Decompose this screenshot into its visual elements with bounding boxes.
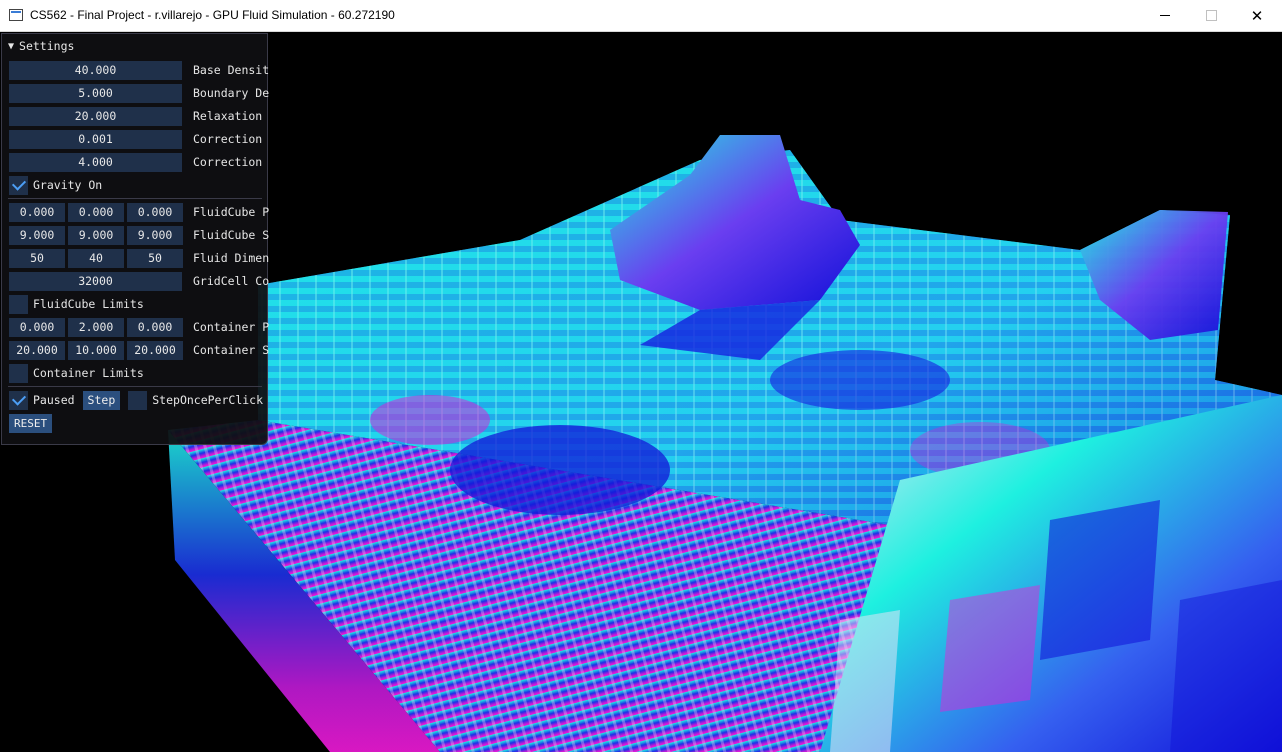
container-size-label: Container S [193, 343, 270, 357]
correction-2-input[interactable]: 4.000 [9, 152, 182, 172]
container-pos-x-input[interactable]: 0.000 [9, 317, 65, 337]
fluid-render [168, 135, 1282, 752]
fluidcube-size-row: 9.000 9.000 9.000 FluidCube S [9, 225, 269, 245]
correction-1-label: Correction [193, 132, 263, 146]
correction-1-row: 0.001 Correction [9, 129, 262, 149]
settings-panel[interactable]: ▼ Settings 40.000 Base Densit 5.000 Boun… [1, 33, 269, 445]
container-pos-z-input[interactable]: 0.000 [127, 317, 183, 337]
settings-header[interactable]: ▼ Settings [8, 37, 74, 55]
container-size-z-input[interactable]: 20.000 [127, 340, 183, 360]
maximize-icon [1205, 10, 1217, 21]
step-once-checkbox[interactable] [128, 390, 148, 410]
fluidcube-size-x-input[interactable]: 9.000 [9, 225, 65, 245]
correction-2-row: 4.000 Correction [9, 152, 262, 172]
simulation-viewport[interactable] [0, 32, 1282, 752]
step-once-label: StepOncePerClick [152, 393, 264, 407]
reset-row: RESET [9, 413, 53, 433]
paused-checkbox[interactable] [9, 390, 28, 410]
fluidcube-size-z-input[interactable]: 9.000 [127, 225, 183, 245]
gridcell-row: 32000 GridCell Co [9, 271, 269, 291]
step-button[interactable]: Step [82, 390, 121, 410]
relaxation-row: 20.000 Relaxation [9, 106, 262, 126]
paused-label: Paused [33, 393, 75, 407]
gravity-checkbox[interactable] [9, 175, 28, 195]
boundary-density-row: 5.000 Boundary De [9, 83, 269, 103]
window-title: CS562 - Final Project - r.villarejo - GP… [30, 8, 395, 22]
fluidcube-limits-row: FluidCube Limits [9, 294, 144, 314]
fluid-dim-label: Fluid Dimen [193, 251, 270, 265]
gravity-row: Gravity On [9, 175, 102, 195]
boundary-density-label: Boundary De [193, 86, 270, 100]
container-pos-y-input[interactable]: 2.000 [68, 317, 124, 337]
fluid-dim-y-input[interactable]: 40 [68, 248, 124, 268]
minimize-icon [1160, 15, 1170, 16]
correction-1-input[interactable]: 0.001 [9, 129, 182, 149]
fluidcube-size-y-input[interactable]: 9.000 [68, 225, 124, 245]
minimize-button[interactable] [1142, 0, 1188, 31]
container-size-x-input[interactable]: 20.000 [9, 340, 65, 360]
relaxation-input[interactable]: 20.000 [9, 106, 182, 126]
fluid-dim-x-input[interactable]: 50 [9, 248, 65, 268]
separator [8, 386, 262, 387]
check-icon [11, 391, 26, 406]
boundary-density-input[interactable]: 5.000 [9, 83, 182, 103]
playback-row: Paused Step StepOncePerClick [9, 390, 263, 410]
fluidcube-limits-label: FluidCube Limits [33, 297, 144, 311]
settings-title: Settings [19, 39, 75, 53]
container-limits-row: Container Limits [9, 363, 144, 383]
fluidcube-size-label: FluidCube S [193, 228, 270, 242]
correction-2-label: Correction [193, 155, 263, 169]
container-size-y-input[interactable]: 10.000 [68, 340, 124, 360]
container-limits-checkbox[interactable] [9, 363, 28, 383]
container-size-row: 20.000 10.000 20.000 Container S [9, 340, 269, 360]
fluidcube-pos-label: FluidCube P [193, 205, 270, 219]
gridcell-label: GridCell Co [193, 274, 270, 288]
base-density-row: 40.000 Base Densit [9, 60, 269, 80]
fluidcube-pos-row: 0.000 0.000 0.000 FluidCube P [9, 202, 269, 222]
collapse-arrow-icon[interactable]: ▼ [8, 40, 15, 52]
fluid-dim-z-input[interactable]: 50 [127, 248, 183, 268]
close-icon: ✕ [1250, 7, 1264, 25]
check-icon [11, 176, 26, 191]
close-button[interactable]: ✕ [1234, 0, 1280, 31]
reset-button[interactable]: RESET [9, 413, 53, 433]
container-limits-label: Container Limits [33, 366, 144, 380]
window-titlebar: CS562 - Final Project - r.villarejo - GP… [0, 0, 1282, 32]
fluid-dim-row: 50 40 50 Fluid Dimen [9, 248, 269, 268]
gridcell-count-input[interactable]: 32000 [9, 271, 182, 291]
base-density-input[interactable]: 40.000 [9, 60, 182, 80]
gravity-label: Gravity On [33, 178, 103, 192]
fluidcube-limits-checkbox[interactable] [9, 294, 28, 314]
fluidcube-pos-y-input[interactable]: 0.000 [68, 202, 124, 222]
maximize-button[interactable] [1188, 0, 1234, 31]
relaxation-label: Relaxation [193, 109, 263, 123]
container-pos-label: Container P [193, 320, 270, 334]
base-density-label: Base Densit [193, 63, 270, 77]
separator [8, 198, 262, 199]
container-pos-row: 0.000 2.000 0.000 Container P [9, 317, 269, 337]
fluidcube-pos-z-input[interactable]: 0.000 [127, 202, 183, 222]
app-icon [9, 9, 23, 21]
fluidcube-pos-x-input[interactable]: 0.000 [9, 202, 65, 222]
